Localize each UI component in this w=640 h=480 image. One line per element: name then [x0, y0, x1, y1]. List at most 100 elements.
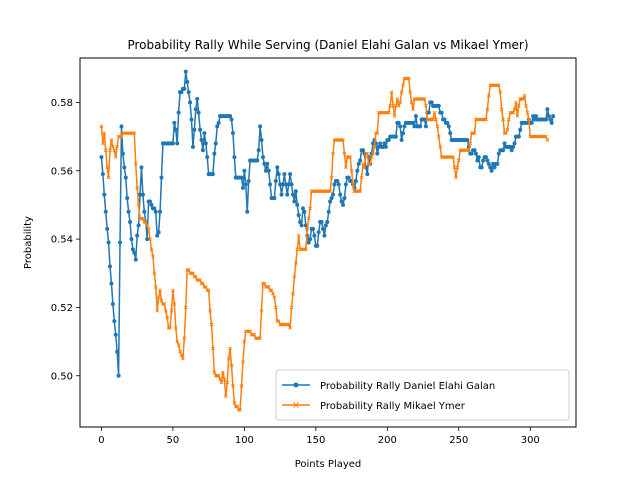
data-point	[476, 155, 481, 160]
data-point	[292, 274, 297, 279]
data-point	[266, 285, 271, 289]
data-point	[130, 247, 135, 252]
data-point	[156, 230, 161, 235]
data-point	[288, 172, 293, 177]
data-point	[303, 247, 308, 252]
legend-swatch-marker	[293, 402, 299, 408]
data-point	[119, 134, 124, 139]
data-point	[532, 117, 537, 122]
data-point	[105, 165, 110, 170]
data-point	[198, 127, 203, 132]
data-point	[206, 288, 211, 293]
data-point	[406, 76, 411, 81]
data-point	[192, 127, 197, 132]
data-point	[475, 158, 480, 163]
data-point	[196, 110, 201, 115]
data-point	[208, 308, 212, 313]
data-point	[143, 220, 148, 224]
data-point	[488, 165, 493, 170]
data-point	[110, 302, 115, 306]
data-point	[232, 401, 237, 405]
data-point	[222, 377, 227, 382]
data-point	[100, 172, 105, 177]
data-point	[365, 151, 370, 156]
data-point	[296, 213, 301, 218]
data-point	[212, 370, 217, 375]
data-point	[149, 247, 154, 252]
data-point	[103, 209, 108, 214]
data-point	[545, 138, 550, 142]
data-point	[391, 103, 395, 108]
data-point	[242, 168, 247, 173]
data-point	[300, 206, 305, 211]
data-point	[398, 124, 403, 129]
data-point	[495, 161, 500, 166]
data-point	[170, 141, 175, 146]
data-point	[341, 202, 346, 207]
data-point	[454, 175, 458, 180]
data-point	[252, 332, 257, 337]
data-point	[312, 233, 317, 238]
data-point	[129, 237, 134, 242]
data-point	[329, 196, 334, 201]
data-point	[153, 285, 158, 289]
data-point	[108, 264, 113, 269]
x-tick-label: 150	[306, 435, 325, 446]
data-point	[106, 240, 111, 245]
x-tick-label: 0	[98, 435, 104, 446]
data-point	[159, 298, 164, 303]
data-point	[186, 90, 191, 95]
data-point	[120, 151, 125, 156]
data-point	[289, 182, 294, 187]
data-point	[353, 179, 358, 183]
data-point	[306, 216, 311, 221]
data-point	[411, 120, 416, 125]
data-point	[153, 209, 158, 214]
data-point	[133, 162, 138, 166]
data-point	[452, 165, 457, 170]
data-point	[551, 114, 556, 119]
y-axis-label: Probability	[23, 216, 34, 269]
data-point	[186, 267, 191, 272]
data-point	[105, 226, 110, 231]
data-point	[402, 124, 407, 129]
data-point	[422, 97, 427, 101]
data-point	[349, 168, 354, 173]
data-point	[484, 117, 488, 122]
data-point	[315, 243, 320, 248]
data-point	[514, 100, 518, 105]
y-axis: 0.50 0.52 0.54 0.56 0.58	[51, 98, 80, 382]
data-point	[293, 189, 298, 194]
data-point	[486, 161, 491, 166]
data-point	[308, 237, 313, 242]
data-point	[320, 226, 325, 231]
data-point	[172, 120, 177, 125]
data-point	[155, 233, 160, 238]
data-point	[394, 103, 398, 108]
data-point	[305, 226, 310, 231]
data-point	[286, 182, 291, 187]
data-point	[201, 281, 205, 286]
data-point	[175, 141, 180, 146]
x-tick-label: 300	[521, 435, 540, 446]
data-point	[408, 90, 413, 95]
data-point	[501, 117, 505, 122]
x-axis: 0 50 100 150 200 250 300	[98, 427, 540, 446]
data-point	[183, 305, 188, 310]
data-point	[266, 168, 271, 173]
data-point	[526, 117, 531, 122]
data-point	[101, 141, 105, 146]
data-point	[263, 168, 268, 173]
data-point	[511, 110, 515, 115]
data-point	[132, 250, 137, 255]
data-point	[246, 179, 251, 183]
data-point	[512, 107, 517, 112]
data-point	[512, 141, 517, 146]
data-point	[223, 394, 228, 399]
data-point	[548, 117, 553, 122]
data-point	[203, 141, 208, 146]
data-point	[436, 134, 441, 139]
data-point	[432, 110, 437, 115]
data-point	[280, 182, 285, 187]
data-point	[193, 107, 198, 112]
